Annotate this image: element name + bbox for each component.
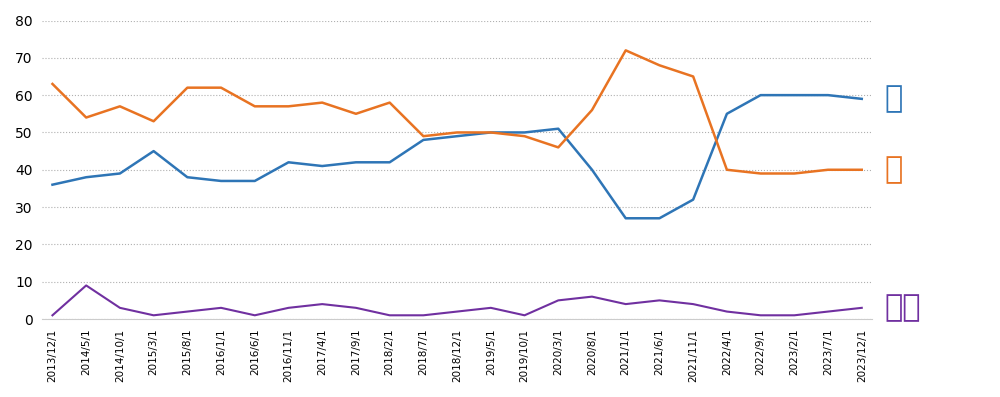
Text: 股: 股 <box>884 155 903 184</box>
Text: 債: 債 <box>884 85 903 114</box>
Text: 現金: 現金 <box>884 293 921 322</box>
